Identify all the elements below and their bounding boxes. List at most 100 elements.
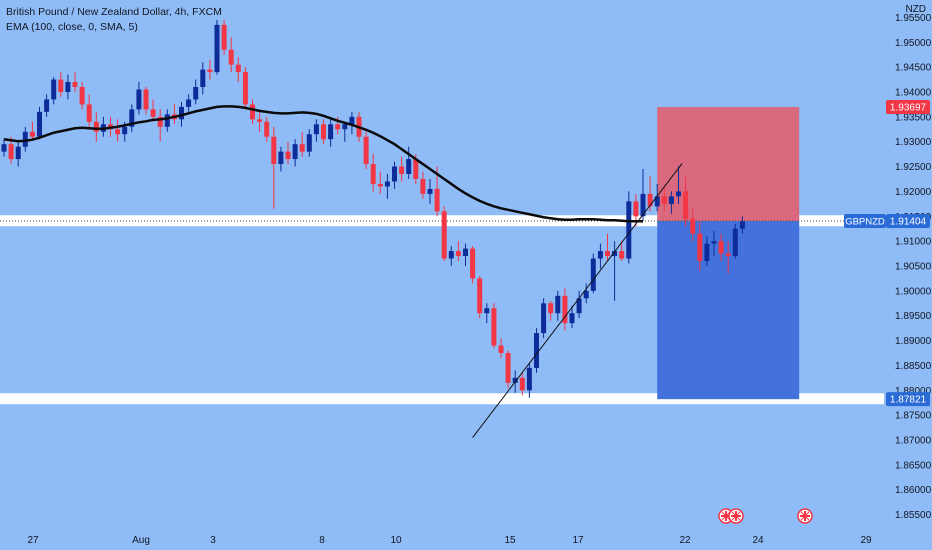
price-axis[interactable]: NZD1.955001.950001.945001.940001.935001.… (844, 0, 932, 550)
candle (697, 221, 703, 271)
candle (65, 74, 71, 100)
candle (370, 154, 376, 192)
candle (349, 111, 355, 135)
candle-body (164, 114, 170, 127)
time-axis[interactable]: 27 Aug 3 8 10 15 17 22 24 29 (27, 535, 872, 546)
candle-body (377, 183, 383, 187)
candle-body (612, 251, 618, 257)
candle (399, 156, 405, 182)
candle (406, 146, 412, 179)
candle-body (22, 131, 28, 147)
indicator-label[interactable]: EMA (100, close, 0, SMA, 5) (6, 21, 138, 33)
candle-body (541, 303, 547, 334)
event-icons[interactable] (718, 508, 813, 524)
candle-body (676, 191, 681, 197)
time-tick-label: 22 (679, 535, 691, 546)
price-tick-label: 1.86500 (895, 460, 932, 471)
candle (732, 223, 738, 259)
chart-legend: British Pound / New Zealand Dollar, 4h, … (6, 5, 222, 35)
trendline-layer[interactable] (472, 163, 683, 438)
candle-body (257, 119, 263, 122)
candle (548, 300, 554, 321)
candle-body (548, 303, 554, 314)
candle (228, 37, 234, 73)
candle (569, 305, 575, 329)
candle-body (619, 251, 625, 259)
candle-body (704, 243, 710, 262)
uk-flag-icon[interactable] (728, 508, 744, 524)
candle (313, 119, 319, 142)
candle-body (526, 367, 532, 391)
candle-body (427, 188, 433, 194)
trendline[interactable] (472, 163, 683, 438)
price-tick-label: 1.88000 (895, 386, 932, 397)
price-tick-label: 1.87500 (895, 411, 932, 422)
candle-body (370, 164, 376, 184)
candle-body (583, 290, 589, 299)
candle (299, 131, 305, 157)
uk-flag-icon[interactable] (797, 508, 813, 524)
time-tick-label: Aug (132, 535, 150, 546)
last-price-tag[interactable]: GBPNZD 1.91404 (844, 214, 930, 229)
candle (51, 77, 57, 105)
candle (328, 116, 334, 147)
candle-body (221, 24, 227, 50)
candle-body (491, 308, 497, 346)
candle-body (285, 151, 291, 160)
candle-body (200, 69, 206, 88)
candle (136, 82, 142, 115)
candle-body (342, 124, 348, 130)
target-price-tag[interactable]: 1.87821 (886, 392, 930, 407)
candle (526, 362, 532, 398)
candle-body (86, 104, 92, 122)
candle-body (51, 79, 57, 100)
price-tick-label: 1.94000 (895, 87, 932, 98)
candle-body (214, 24, 220, 73)
candles (1, 19, 745, 398)
candle (541, 298, 547, 339)
candle (93, 111, 99, 142)
symbol-title[interactable]: British Pound / New Zealand Dollar, 4h, … (6, 6, 222, 18)
candle-body (44, 99, 50, 112)
price-tick-label: 1.86000 (895, 485, 932, 496)
stop-price-tag[interactable]: 1.93697 (886, 100, 930, 115)
candle-body (463, 248, 468, 257)
candle (193, 79, 199, 105)
price-tick-label: 1.92000 (895, 187, 932, 198)
candle (455, 241, 461, 262)
candle (58, 72, 64, 97)
candle-body (420, 178, 426, 194)
candle-body (8, 144, 14, 160)
candle-body (455, 251, 461, 257)
ema-line[interactable] (3, 105, 643, 223)
price-tick-label: 1.88500 (895, 361, 932, 372)
zone-band (0, 393, 884, 405)
candle (22, 126, 28, 152)
candle-body (228, 49, 234, 65)
flag-diag-2 (721, 511, 731, 521)
stop-loss-zone[interactable] (657, 107, 800, 222)
candle-body (661, 196, 667, 204)
candle (44, 94, 50, 117)
candle (619, 241, 625, 262)
candle-body (470, 248, 476, 279)
candle-body (250, 104, 255, 120)
candle (477, 275, 483, 319)
price-tick-label: 1.87000 (895, 435, 932, 446)
candle (292, 139, 298, 167)
candle (534, 328, 539, 373)
candle-body (392, 166, 397, 182)
candle-body (697, 233, 703, 262)
candle-body (384, 181, 390, 187)
time-tick-label: 29 (860, 535, 872, 546)
candle-body (519, 377, 525, 391)
candle (441, 206, 447, 262)
position-tool[interactable] (0, 107, 884, 400)
candle-body (690, 218, 696, 234)
candle-body (477, 278, 483, 314)
candle (626, 191, 632, 264)
candle (505, 350, 511, 388)
candle-body (306, 134, 312, 152)
